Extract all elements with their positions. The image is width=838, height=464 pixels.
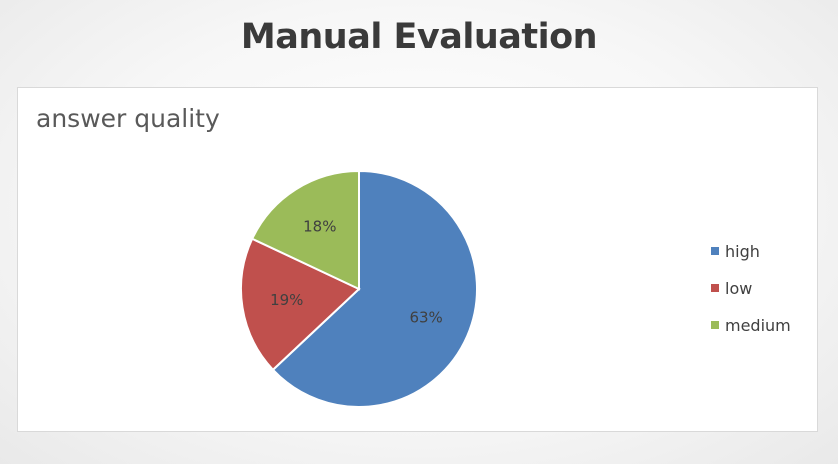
legend-item-medium: medium <box>711 315 791 335</box>
legend-item-low: low <box>711 278 791 298</box>
data-label-low: 19% <box>270 291 303 309</box>
data-label-medium: 18% <box>303 218 336 236</box>
legend-label-low: low <box>725 278 753 298</box>
pie-slice-high <box>271 169 478 408</box>
pie-slice-medium <box>250 169 360 291</box>
data-label-high: 63% <box>409 309 442 327</box>
legend-swatch-low <box>711 284 719 292</box>
chart-legend: high low medium <box>711 241 791 352</box>
chart-title: answer quality <box>36 104 220 133</box>
chart-frame: answer quality 63% 19% 18% high low medium <box>17 87 818 432</box>
legend-label-medium: medium <box>725 315 791 335</box>
pie-chart: 63% 19% 18% <box>240 169 478 408</box>
pie-slice-low <box>240 237 361 372</box>
legend-swatch-high <box>711 247 719 255</box>
legend-swatch-medium <box>711 321 719 329</box>
slide-title: Manual Evaluation <box>240 17 598 57</box>
legend-label-high: high <box>725 241 760 261</box>
legend-item-high: high <box>711 241 791 261</box>
